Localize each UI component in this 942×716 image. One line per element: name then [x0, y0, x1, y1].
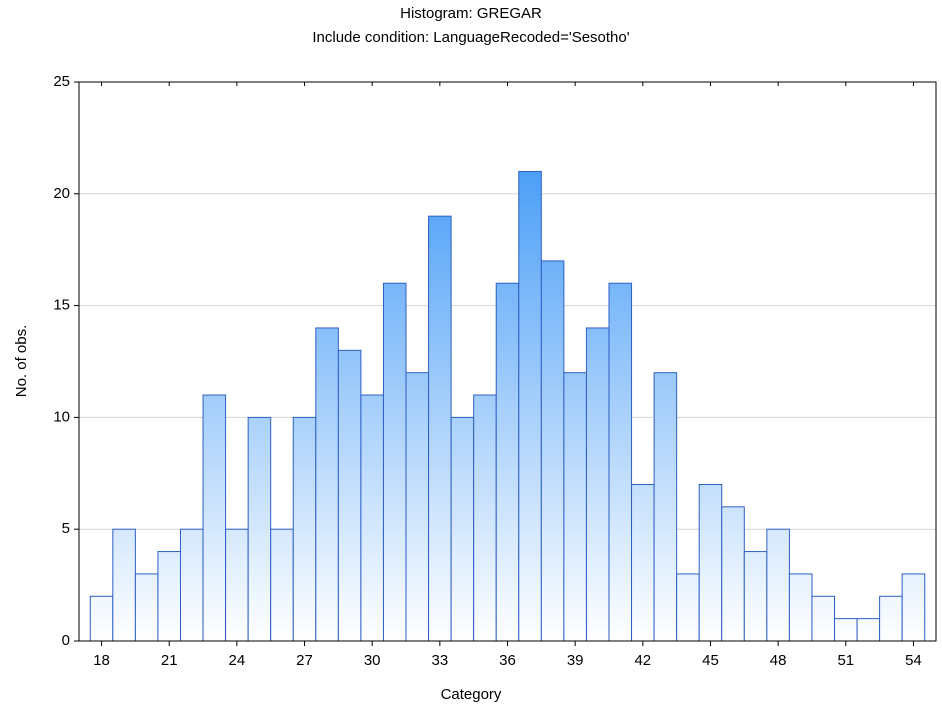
bar [563, 372, 587, 642]
x-axis-label: Category [441, 686, 502, 703]
bar [653, 372, 678, 642]
bar [676, 573, 700, 642]
bar [428, 215, 452, 642]
bar [721, 506, 745, 642]
bar [698, 483, 723, 642]
y-tick-label: 10 [53, 408, 70, 425]
y-tick-label: 15 [53, 297, 70, 314]
y-tick-label: 0 [62, 632, 70, 649]
x-tick-label: 42 [634, 652, 651, 669]
bar [202, 394, 227, 642]
bar [247, 416, 272, 642]
bar [743, 551, 768, 642]
bar [856, 618, 881, 642]
bar [112, 528, 136, 642]
bar [315, 327, 339, 642]
bar [901, 573, 926, 642]
x-tick-label: 18 [93, 652, 110, 669]
x-tick-label: 39 [567, 652, 584, 669]
x-tick-label: 48 [770, 652, 787, 669]
x-tick-label: 45 [702, 652, 719, 669]
bar [382, 282, 407, 642]
bar [834, 618, 858, 642]
x-tick-label: 21 [161, 652, 178, 669]
bar [631, 483, 655, 642]
bar [879, 595, 903, 642]
x-tick-label: 24 [229, 652, 246, 669]
chart-title: Histogram: GREGAR [400, 5, 542, 22]
bar [337, 349, 362, 642]
bar [179, 528, 204, 642]
chart-subtitle: Include condition: LanguageRecoded='Seso… [312, 29, 629, 46]
bar [292, 416, 317, 642]
bar [608, 282, 633, 642]
x-tick-label: 54 [905, 652, 922, 669]
x-tick-label: 27 [296, 652, 313, 669]
x-tick-label: 33 [431, 652, 448, 669]
x-tick-label: 51 [837, 652, 854, 669]
bar [270, 528, 294, 642]
bar [360, 394, 384, 642]
bar [811, 595, 836, 642]
bar [518, 170, 542, 642]
plot-frame [78, 81, 937, 642]
y-tick-label: 25 [53, 73, 70, 90]
bar [134, 573, 159, 642]
bar [405, 372, 430, 642]
y-tick-label: 5 [62, 520, 70, 537]
x-tick-label: 30 [364, 652, 381, 669]
bar [157, 551, 181, 642]
bar [89, 595, 114, 642]
bar [450, 416, 475, 642]
bar [585, 327, 610, 642]
bar [540, 260, 565, 642]
x-tick-label: 36 [499, 652, 516, 669]
bar [495, 282, 520, 642]
bar [225, 528, 249, 642]
bar [473, 394, 497, 642]
y-axis-label: No. of obs. [13, 325, 30, 398]
y-tick-label: 20 [53, 185, 70, 202]
bar [766, 528, 790, 642]
bar [788, 573, 813, 642]
